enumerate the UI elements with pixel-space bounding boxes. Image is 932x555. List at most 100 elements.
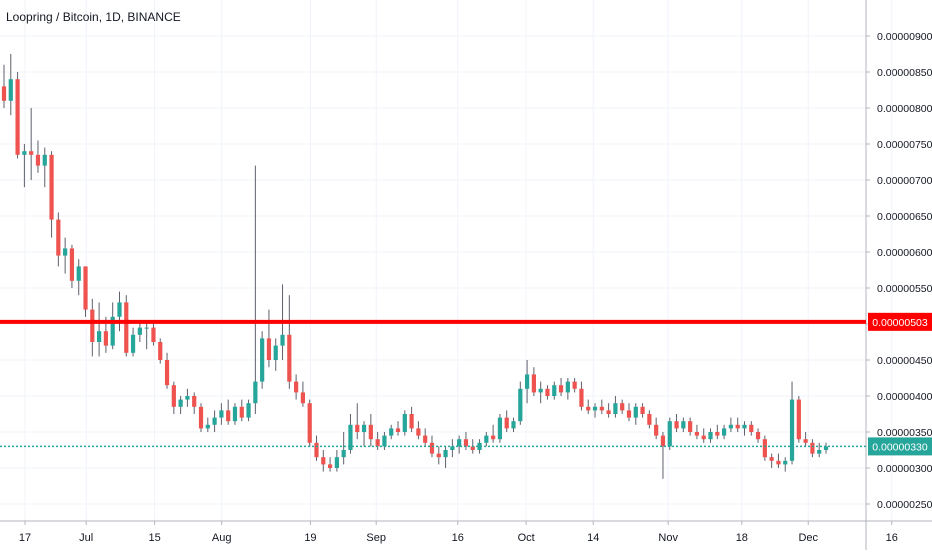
candle-body bbox=[76, 266, 81, 281]
candle-body bbox=[375, 439, 380, 447]
candle-body bbox=[35, 154, 41, 166]
candle-body bbox=[56, 219, 61, 256]
current-price-badge bbox=[868, 437, 932, 456]
x-tick-label: Aug bbox=[212, 532, 232, 544]
candle-body bbox=[783, 460, 788, 465]
candle-body bbox=[212, 417, 217, 425]
y-tick-label: 0.00000900 bbox=[877, 31, 932, 43]
x-tick-label: 19 bbox=[304, 532, 316, 544]
candle-body bbox=[423, 435, 428, 443]
candle-body bbox=[416, 428, 421, 436]
candle-body bbox=[348, 424, 353, 450]
candle-body bbox=[477, 442, 482, 450]
candle-body bbox=[124, 302, 129, 353]
candle-body bbox=[368, 424, 373, 440]
candle-body bbox=[246, 403, 251, 418]
candle-body bbox=[524, 374, 530, 389]
x-tick-label: Sep bbox=[366, 532, 386, 544]
candle-body bbox=[260, 338, 265, 382]
x-tick-label: 16 bbox=[452, 532, 464, 544]
y-tick-label: 0.00000250 bbox=[877, 499, 932, 511]
candle-body bbox=[314, 442, 319, 458]
candle-body bbox=[463, 439, 469, 447]
y-tick-label: 0.00000750 bbox=[877, 139, 932, 151]
candle-body bbox=[29, 151, 34, 155]
candle-body bbox=[117, 302, 122, 317]
candle-body bbox=[232, 406, 238, 422]
candle-body bbox=[789, 399, 795, 461]
candle-body bbox=[355, 424, 360, 432]
candle-body bbox=[361, 424, 367, 432]
candle-body bbox=[450, 446, 455, 450]
candle-body bbox=[470, 446, 475, 450]
candle-body bbox=[660, 435, 666, 447]
candle-body bbox=[273, 345, 278, 360]
y-tick-label: 0.00000650 bbox=[877, 211, 932, 223]
candle-body bbox=[22, 151, 27, 155]
candle-body bbox=[817, 450, 822, 454]
candle-body bbox=[151, 327, 156, 342]
candle-body bbox=[178, 399, 183, 407]
candle-body bbox=[327, 464, 333, 468]
y-tick-label: 0.00000850 bbox=[877, 67, 932, 79]
candle-body bbox=[565, 381, 570, 393]
candle-body bbox=[742, 424, 747, 429]
candle-body bbox=[103, 331, 109, 346]
candle-body bbox=[647, 414, 652, 425]
candle-body bbox=[688, 421, 693, 432]
candle-body bbox=[613, 403, 618, 414]
candle-body bbox=[579, 388, 584, 407]
candle-body bbox=[144, 327, 149, 329]
candle-body bbox=[83, 266, 88, 310]
candle-body bbox=[226, 410, 231, 422]
candle-body bbox=[667, 421, 672, 447]
x-tick-label: 14 bbox=[587, 532, 599, 544]
candle-body bbox=[558, 385, 564, 393]
candle-body bbox=[49, 154, 54, 220]
candle-body bbox=[110, 316, 115, 346]
candle-body bbox=[620, 403, 625, 411]
candle-body bbox=[219, 410, 224, 418]
candle-body bbox=[769, 457, 774, 461]
candle-body bbox=[287, 334, 292, 382]
resistance-price-badge bbox=[868, 312, 932, 331]
chart-title: Loopring / Bitcoin, 1D, BINANCE bbox=[6, 10, 181, 24]
candle-body bbox=[158, 342, 163, 360]
candle-body bbox=[749, 424, 754, 432]
y-tick-label: 0.00000350 bbox=[877, 427, 932, 439]
x-tick-label: Dec bbox=[798, 532, 818, 544]
x-tick-label: 15 bbox=[148, 532, 160, 544]
candle-body bbox=[640, 406, 645, 414]
candle-body bbox=[15, 79, 20, 155]
candle-body bbox=[606, 410, 611, 414]
candle-body bbox=[42, 154, 47, 166]
candle-body bbox=[674, 421, 679, 429]
y-tick-label: 0.00000700 bbox=[877, 175, 932, 187]
current-price-label: 0.00000330 bbox=[872, 441, 928, 453]
candle-body bbox=[586, 406, 591, 411]
y-tick-label: 0.00000550 bbox=[877, 283, 932, 295]
candle-body bbox=[701, 435, 706, 440]
y-tick-label: 0.00000400 bbox=[877, 391, 932, 403]
candle-body bbox=[205, 424, 210, 429]
candle-body bbox=[198, 406, 204, 429]
candle-body bbox=[511, 421, 516, 429]
x-tick-label: Jul bbox=[79, 532, 93, 544]
candle-body bbox=[694, 432, 700, 436]
candle-body bbox=[715, 432, 720, 436]
candle-body bbox=[402, 414, 407, 432]
candle-body bbox=[796, 399, 801, 440]
candle-body bbox=[164, 360, 170, 386]
candle-body bbox=[755, 432, 761, 440]
candle-body bbox=[90, 309, 95, 342]
candle-body bbox=[321, 457, 326, 465]
candle-body bbox=[776, 460, 781, 465]
candle-body bbox=[63, 248, 68, 256]
resistance-price-label: 0.00000503 bbox=[872, 317, 928, 329]
y-tick-label: 0.00000800 bbox=[877, 103, 932, 115]
candle-body bbox=[97, 331, 102, 342]
candle-body bbox=[572, 381, 577, 389]
